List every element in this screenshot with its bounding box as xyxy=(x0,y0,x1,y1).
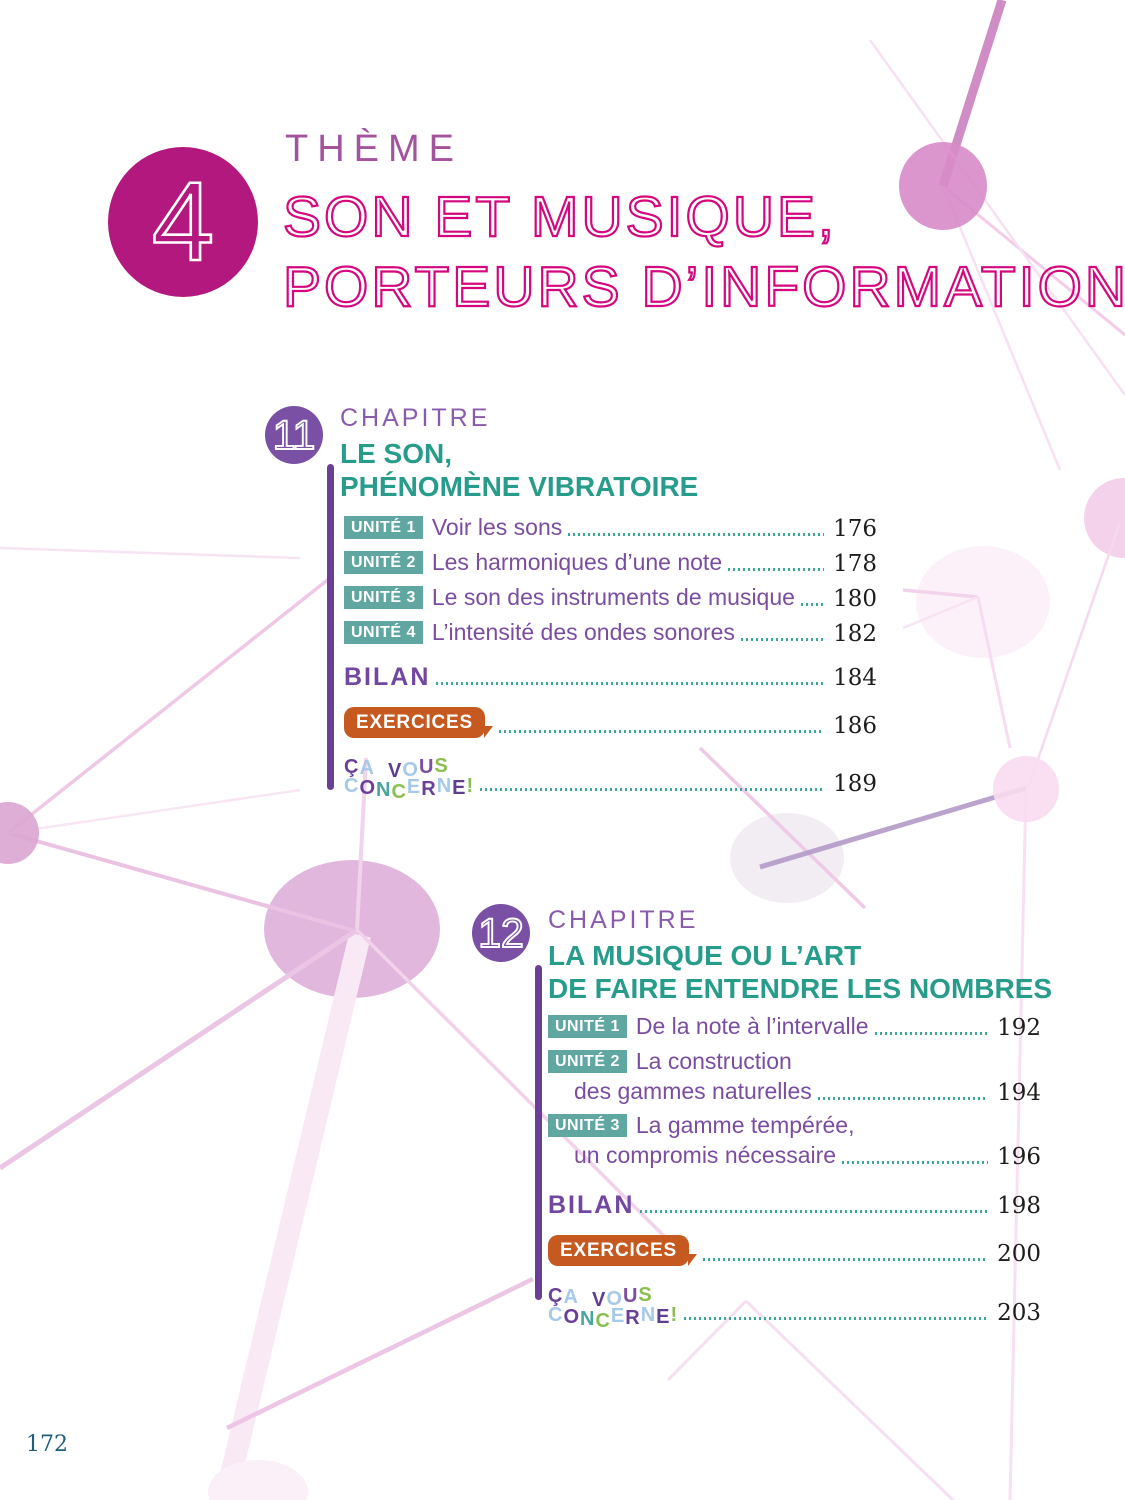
bilan-label: BILAN xyxy=(344,663,431,691)
toc-entry-exercices: EXERCICES 186 xyxy=(344,706,877,738)
dotted-leader xyxy=(499,730,824,733)
entry-page-number: 186 xyxy=(833,713,877,739)
entry-title-line2: des gammes naturelles xyxy=(574,1078,812,1104)
toc-entry: UNITÉ 1 De la note à l’intervalle 192 xyxy=(548,1013,1041,1040)
unit-badge: UNITÉ 2 xyxy=(344,551,423,574)
unit-badge: UNITÉ 1 xyxy=(548,1015,627,1038)
toc-entry: UNITÉ 3 Le son des instruments de musiqu… xyxy=(344,584,877,611)
entry-title: L’intensité des ondes sonores xyxy=(431,619,735,645)
toc-entry: UNITÉ 2 Les harmoniques d’une note 178 xyxy=(344,549,877,576)
chapter-11-kicker: CHAPITRE xyxy=(340,404,491,432)
entry-page-number: 198 xyxy=(997,1193,1041,1219)
dotted-leader xyxy=(568,533,824,536)
entry-page-number: 192 xyxy=(997,1015,1041,1041)
dotted-leader xyxy=(728,568,824,571)
chapter-12-kicker: CHAPITRE xyxy=(548,906,699,934)
toc-entry: UNITÉ 1 Voir les sons 176 xyxy=(344,514,877,541)
toc-entry-exercices: EXERCICES 200 xyxy=(548,1234,1041,1266)
entry-title: Les harmoniques d’une note xyxy=(431,549,723,575)
toc-entry: UNITÉ 2 La construction xyxy=(548,1048,1041,1075)
theme-number-badge: 4 xyxy=(108,147,258,297)
theme-title-line2: PORTEURS D’INFORMATION xyxy=(282,254,1125,320)
dotted-leader xyxy=(436,682,824,685)
unit-badge: UNITÉ 3 xyxy=(548,1114,627,1137)
ca-vous-concerne-logo: ÇA VOUS CONCERNE! xyxy=(344,755,475,803)
theme-number: 4 xyxy=(151,159,216,284)
toc-entry-ca-vous-concerne: ÇA VOUS CONCERNE! 189 xyxy=(344,750,877,803)
chapter-11-rule xyxy=(327,464,334,790)
unit-badge: UNITÉ 1 xyxy=(344,516,423,539)
entry-page-number: 182 xyxy=(833,621,877,647)
entry-page-number: 178 xyxy=(833,551,877,577)
chapter-12-rule xyxy=(535,965,542,1300)
ca-vous-concerne-logo: ÇA VOUS CONCERNE! xyxy=(548,1284,679,1332)
entry-title: De la note à l’intervalle xyxy=(635,1013,869,1039)
dotted-leader xyxy=(684,1317,988,1320)
exercices-badge: EXERCICES xyxy=(344,706,494,738)
theme-title: SON ET MUSIQUE, PORTEURS D’INFORMATION xyxy=(282,182,1125,322)
dotted-leader xyxy=(817,1097,988,1100)
unit-badge: UNITÉ 2 xyxy=(548,1050,627,1073)
entry-title-line2: un compromis nécessaire xyxy=(574,1142,837,1168)
dotted-leader xyxy=(640,1210,988,1213)
entry-page-number: 189 xyxy=(833,771,877,797)
entry-page-number: 194 xyxy=(997,1080,1041,1106)
toc-entry-continued: un compromis nécessaire 196 xyxy=(548,1142,1041,1169)
entry-title: Voir les sons xyxy=(431,514,563,540)
toc-entry: UNITÉ 4 L’intensité des ondes sonores 18… xyxy=(344,619,877,646)
bilan-label: BILAN xyxy=(548,1191,635,1219)
entry-page-number: 196 xyxy=(997,1144,1041,1170)
toc-entry-ca-vous-concerne: ÇA VOUS CONCERNE! 203 xyxy=(548,1279,1041,1332)
unit-badge: UNITÉ 3 xyxy=(344,586,423,609)
theme-label: THÈME xyxy=(285,128,463,170)
chapter-12-entries: UNITÉ 1 De la note à l’intervalle 192 UN… xyxy=(548,1013,1041,1332)
unit-badge: UNITÉ 4 xyxy=(344,621,423,644)
chapter-11-number-badge: 11 xyxy=(265,406,323,464)
toc-entry-continued: des gammes naturelles 194 xyxy=(548,1078,1041,1105)
dotted-leader xyxy=(480,788,824,791)
theme-title-line1: SON ET MUSIQUE, xyxy=(282,184,837,250)
chapter-11-title: LE SON, PHÉNOMÈNE VIBRATOIRE xyxy=(340,438,699,502)
dotted-leader xyxy=(703,1258,988,1261)
entry-title-line1: La gamme tempérée, xyxy=(635,1112,855,1138)
page-number: 172 xyxy=(26,1432,68,1457)
exercices-badge: EXERCICES xyxy=(548,1234,698,1266)
entry-page-number: 203 xyxy=(997,1300,1041,1326)
entry-page-number: 180 xyxy=(833,586,877,612)
toc-entry: UNITÉ 3 La gamme tempérée, xyxy=(548,1112,1041,1139)
entry-page-number: 200 xyxy=(997,1241,1041,1267)
dotted-leader xyxy=(740,638,824,641)
toc-entry-bilan: BILAN 184 xyxy=(344,664,877,690)
chapter-12-title: LA MUSIQUE OU L’ART DE FAIRE ENTENDRE LE… xyxy=(548,940,1053,1004)
entry-page-number: 184 xyxy=(833,665,877,691)
toc-entry-bilan: BILAN 198 xyxy=(548,1192,1041,1218)
chapter-12-number-badge: 12 xyxy=(472,904,530,962)
entry-page-number: 176 xyxy=(833,516,877,542)
chapter-11-entries: UNITÉ 1 Voir les sons 176 UNITÉ 2 Les ha… xyxy=(344,514,877,803)
entry-title: Le son des instruments de musique xyxy=(431,584,795,610)
dotted-leader xyxy=(842,1161,988,1164)
dotted-leader xyxy=(874,1032,988,1035)
dotted-leader xyxy=(800,603,824,606)
entry-title-line1: La construction xyxy=(635,1048,792,1074)
